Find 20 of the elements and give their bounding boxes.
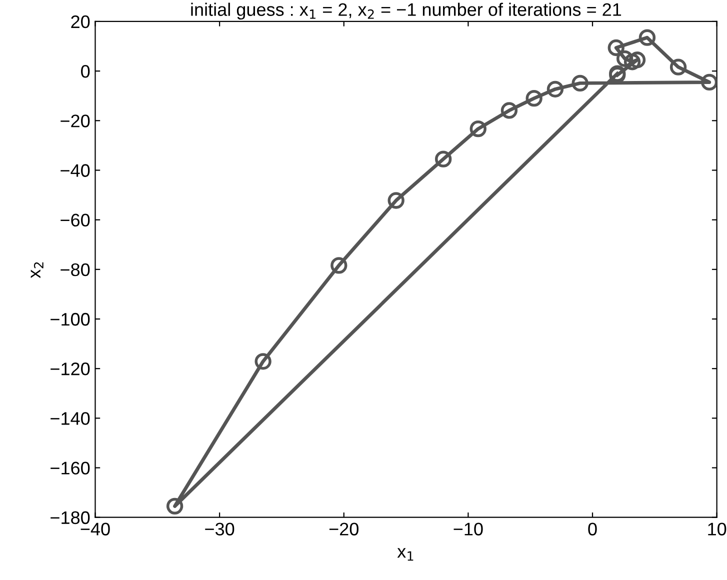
x-tick-label: −40 bbox=[80, 522, 110, 536]
y-tick-label: −140 bbox=[50, 412, 90, 425]
y-tick-label: 0 bbox=[81, 64, 90, 78]
y-tick-label: −20 bbox=[60, 114, 90, 128]
y-tick-label: −160 bbox=[50, 462, 90, 474]
y-tick-label: −100 bbox=[50, 312, 90, 326]
x-tick-label: −20 bbox=[329, 522, 358, 536]
y-tick-label: 20 bbox=[71, 15, 90, 28]
x-axis-title: x$_{1}$ bbox=[397, 548, 414, 561]
y-tick-label: −40 bbox=[60, 164, 90, 177]
y-axis-title: x$_{2}$ bbox=[30, 262, 44, 278]
y-tick-label: −60 bbox=[60, 214, 90, 227]
x-tick-label: −30 bbox=[205, 522, 234, 536]
x-tick-label: −10 bbox=[454, 522, 483, 536]
y-tick-label: −80 bbox=[60, 263, 90, 276]
chart-title: initial guess : x$_{1}$ = 2, x$_{2}$ = −1 number of iterations = 21 bbox=[191, 2, 622, 20]
y-tick-label: −120 bbox=[50, 362, 90, 376]
x-tick-label: 0 bbox=[588, 522, 597, 536]
x-tick-label: 10 bbox=[708, 522, 726, 536]
y-tick-label: −180 bbox=[50, 511, 90, 524]
